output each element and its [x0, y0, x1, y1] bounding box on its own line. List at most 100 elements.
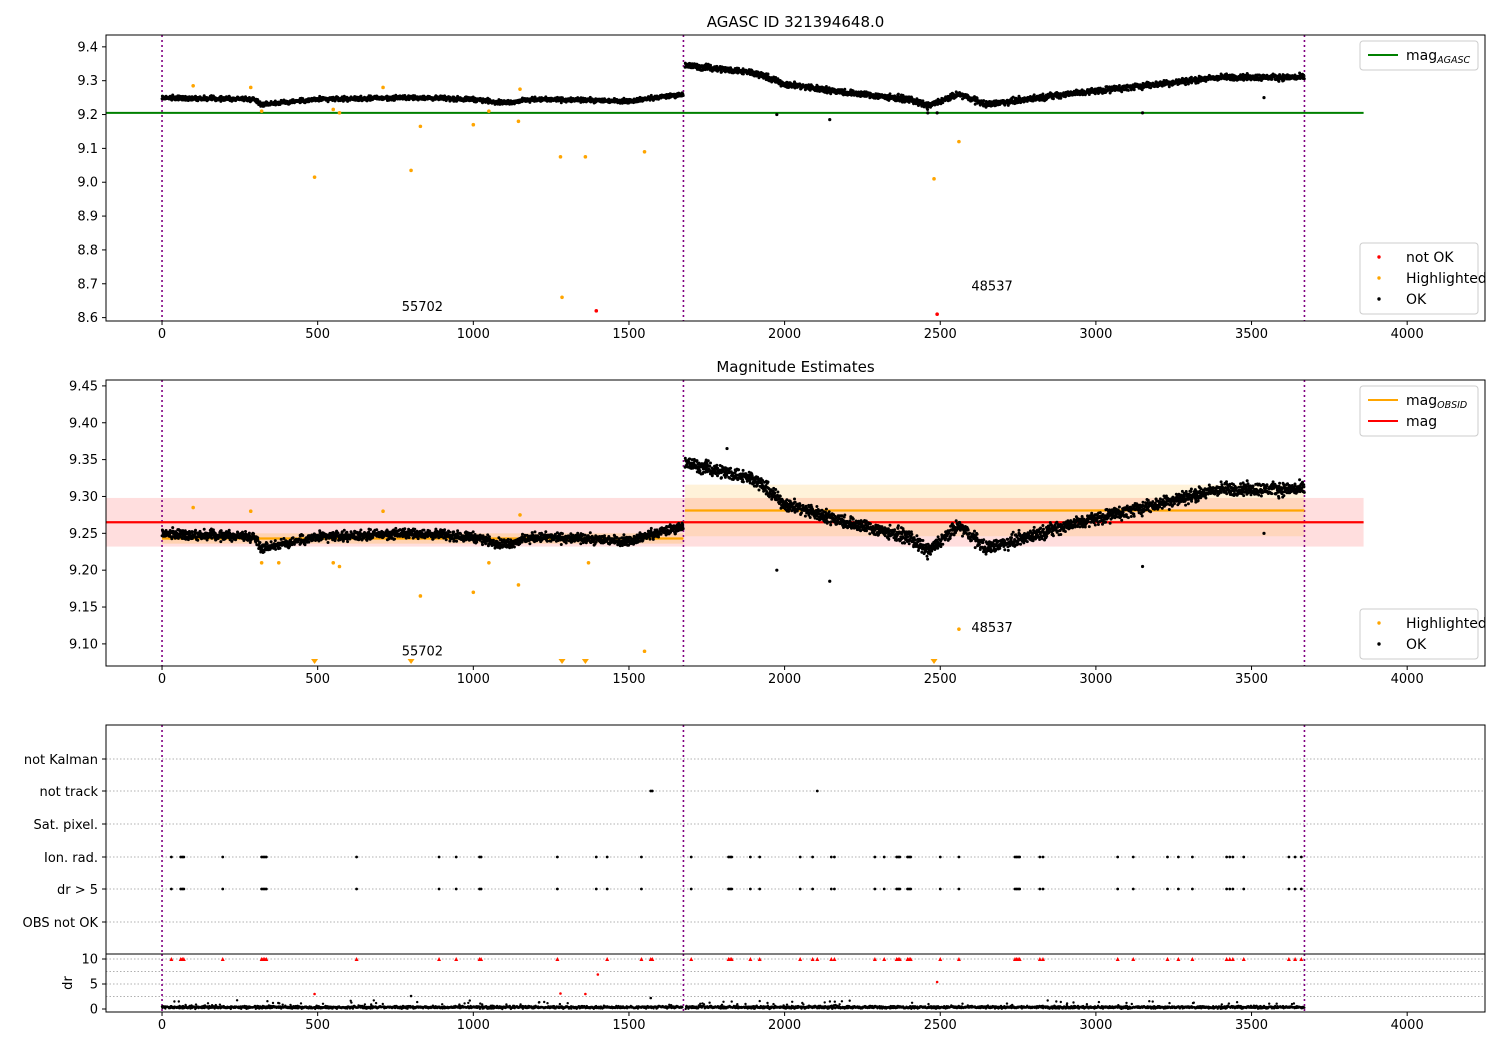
highlighted-point — [487, 561, 491, 565]
x-tick-label: 1500 — [612, 327, 645, 342]
legend-swatch-dot — [1377, 255, 1381, 259]
y-tick-label: 9.25 — [69, 527, 98, 542]
ok-point — [1059, 96, 1063, 100]
legend-swatch-dot — [1377, 621, 1381, 625]
ok-point — [258, 541, 262, 544]
x-tick-label: 2000 — [768, 672, 801, 687]
ok-point — [941, 101, 945, 105]
y-tick-label: 9.35 — [69, 453, 98, 468]
ok-point — [935, 111, 939, 115]
highlighted-point — [381, 509, 385, 514]
highlighted-point — [259, 109, 264, 113]
legend-label: OK — [1406, 637, 1427, 653]
highlighted-point — [583, 155, 588, 159]
highlighted-point — [586, 561, 591, 565]
highlighted-point — [418, 594, 423, 598]
highlighted-point — [191, 83, 195, 88]
offscale-marker — [311, 659, 319, 664]
x-tick-label: 2500 — [924, 327, 957, 342]
offscale-marker — [558, 659, 566, 664]
y-tick-label: 9.10 — [69, 637, 98, 652]
highlighted-point — [312, 175, 317, 179]
offscale-marker — [407, 659, 415, 664]
not-ok-point — [935, 312, 939, 317]
chart-title: AGASC ID 321394648.0 — [707, 13, 885, 31]
highlighted-point — [518, 87, 522, 91]
y-tick-label: 9.4 — [77, 40, 98, 55]
x-tick-label: 4000 — [1391, 327, 1424, 342]
highlighted-point — [409, 168, 413, 173]
ok-point — [766, 72, 770, 76]
ok-point — [273, 539, 277, 543]
offscale-marker — [581, 659, 589, 664]
ok-point — [227, 528, 231, 532]
highlighted-point — [248, 85, 253, 90]
y-tick-label: 9.3 — [77, 74, 98, 89]
not-ok-point — [594, 309, 599, 313]
highlighted-point — [248, 509, 253, 514]
ok-point — [303, 543, 307, 547]
x-tick-label: 4000 — [1391, 672, 1424, 687]
ok-point — [1277, 79, 1281, 83]
highlighted-point — [471, 590, 476, 595]
ok-point — [681, 94, 685, 97]
ok-point — [307, 540, 311, 544]
legend — [1359, 242, 1479, 315]
chart-title: Magnitude Estimates — [716, 358, 874, 376]
ok-point — [1126, 88, 1130, 92]
x-tick-label: 1000 — [457, 327, 490, 342]
ok-point — [369, 94, 372, 98]
ok-point — [219, 540, 223, 544]
highlighted-point — [516, 583, 521, 587]
highlighted-point — [516, 119, 521, 124]
obsid-annotation: 55702 — [402, 300, 443, 315]
obsid-annotation: 48537 — [971, 621, 1012, 636]
legend-label: not OK — [1406, 250, 1454, 266]
ok-point — [369, 528, 372, 532]
legend — [1359, 40, 1479, 71]
highlighted-point — [418, 124, 423, 129]
ok-point — [326, 541, 330, 544]
ok-point — [1302, 74, 1306, 78]
highlighted-point — [331, 107, 336, 112]
x-tick-label: 3500 — [1235, 327, 1268, 342]
ok-point — [265, 542, 269, 546]
y-tick-label: 9.20 — [69, 564, 98, 579]
legend-label: Highlighted — [1406, 271, 1487, 287]
highlighted-point — [331, 561, 336, 565]
x-tick-label: 2500 — [924, 672, 957, 687]
x-tick-label: 2000 — [768, 327, 801, 342]
y-tick-label: 9.40 — [69, 416, 98, 431]
ok-point — [1117, 84, 1121, 87]
ok-point — [171, 526, 175, 530]
legend-label-subscript: AGASC — [1436, 55, 1470, 66]
x-tick-label: 0 — [158, 327, 166, 342]
highlighted-point — [957, 627, 961, 631]
ok-point — [342, 528, 346, 532]
highlighted-point — [276, 561, 281, 565]
ok-point — [345, 530, 349, 534]
agasc-panel: AGASC ID 321394648.0 55702 48537 0 500 1000 15… — [77, 13, 1486, 342]
y-tick-label: 8.6 — [77, 311, 98, 326]
legend-swatch-dot — [1377, 642, 1381, 646]
highlighted-point — [642, 149, 647, 154]
ok-point — [274, 547, 278, 551]
ok-point — [346, 540, 350, 544]
ok-point — [256, 536, 260, 540]
legend-label: mag — [1406, 414, 1437, 430]
y-tick-label: 9.0 — [77, 176, 98, 191]
ok-point — [1120, 90, 1124, 94]
ok-point — [720, 70, 723, 74]
highlighted-point — [518, 513, 522, 517]
ok-point — [828, 118, 832, 122]
ok-point — [196, 538, 200, 542]
x-tick-label: 0 — [158, 672, 166, 687]
y-tick-label: 9.45 — [69, 379, 98, 394]
x-tick-label: 500 — [305, 327, 330, 342]
y-tick-label: 9.1 — [77, 142, 98, 157]
highlighted-point — [337, 111, 342, 115]
y-tick-label: 8.7 — [77, 277, 98, 292]
legend-label-subscript: OBSID — [1437, 400, 1467, 411]
obsid-annotation: 48537 — [971, 280, 1012, 295]
